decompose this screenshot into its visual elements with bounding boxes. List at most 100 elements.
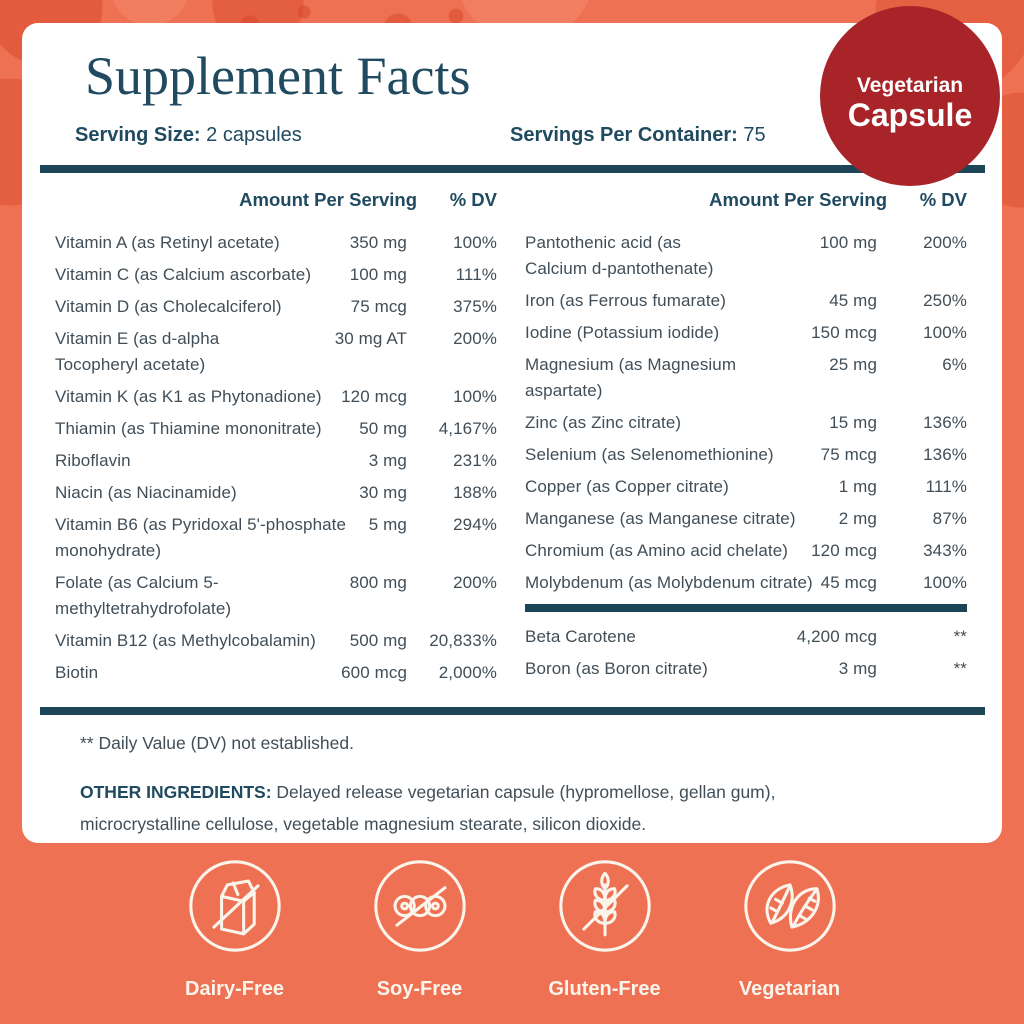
nutrient-amount: 3 mg xyxy=(838,659,877,678)
page-title: Supplement Facts xyxy=(85,46,471,106)
free-from-label: Soy-Free xyxy=(376,978,463,1000)
nutrient-amount: 50 mg xyxy=(359,419,407,438)
free-from-label: Vegetarian xyxy=(738,978,841,1000)
table-row: Molybdenum (as Molybdenum citrate) 45 mcg… xyxy=(525,570,967,596)
nutrient-amount: 30 mg AT xyxy=(334,329,407,348)
nutrient-name: Zinc (as Zinc citrate) xyxy=(525,413,682,432)
nutrient-amount: 150 mcg xyxy=(811,323,877,342)
divider-bar xyxy=(525,604,967,612)
table-row: Beta Carotene 4,200 mcg ** xyxy=(525,624,967,650)
nutrient-name: Vitamin D (as Cholecalciferol) xyxy=(55,297,282,316)
table-row: Pantothenic acid (as Calcium d-pantothen… xyxy=(525,230,967,282)
nutrient-dv: ** xyxy=(953,659,967,678)
nutrient-amount: 3 mg xyxy=(368,451,407,470)
nutrient-amount: 75 mcg xyxy=(820,445,877,464)
badge-line1: Vegetarian xyxy=(856,74,964,97)
supplement-facts-card: Supplement Facts Serving Size: 2 capsule… xyxy=(22,23,1002,843)
table-header: Amount Per Serving % DV Amount Per Servi… xyxy=(55,189,967,213)
soy-free-icon xyxy=(373,860,466,952)
nutrient-dv: 136% xyxy=(923,445,967,464)
nutrient-name: Selenium (as Selenomethionine) xyxy=(525,445,774,464)
nutrient-dv: 250% xyxy=(923,291,967,310)
bottom-divider-bar xyxy=(40,707,985,715)
nutrient-name: Vitamin E (as d-alpha Tocopheryl acetate… xyxy=(55,329,220,374)
nutrient-name: Iodine (Potassium iodide) xyxy=(525,323,720,342)
nutrient-name: Vitamin B12 (as Methylcobalamin) xyxy=(55,631,316,650)
other-ingredients-text: Delayed release vegetarian capsule (hypr… xyxy=(80,782,776,834)
nutrient-name: Riboflavin xyxy=(55,451,131,470)
table-header-right: Amount Per Serving % DV xyxy=(525,189,967,213)
nutrient-dv: 100% xyxy=(453,387,497,406)
percent-dv-header: % DV xyxy=(919,189,967,210)
nutrient-dv: ** xyxy=(953,627,967,646)
nutrient-amount: 1 mg xyxy=(838,477,877,496)
nutrient-amount: 45 mg xyxy=(829,291,877,310)
serving-size-value: 2 capsules xyxy=(206,124,302,146)
nutrient-name: Vitamin K (as K1 as Phytonadione) xyxy=(55,387,322,406)
table-row: Vitamin D (as Cholecalciferol) 75 mcg 375% xyxy=(55,294,497,320)
dv-note: ** Daily Value (DV) not established. xyxy=(80,733,354,753)
nutrient-amount: 5 mg xyxy=(368,515,407,534)
nutrient-name: Pantothenic acid (as Calcium d-pantothen… xyxy=(525,233,714,278)
nutrient-dv: 20,833% xyxy=(429,631,497,650)
table-row: Iodine (Potassium iodide) 150 mcg 100% xyxy=(525,320,967,346)
other-ingredients-label: OTHER INGREDIENTS: xyxy=(80,782,272,802)
amount-per-serving-header: Amount Per Serving xyxy=(239,189,417,210)
nutrient-amount: 100 mg xyxy=(349,265,407,284)
other-ingredients: OTHER INGREDIENTS: Delayed release veget… xyxy=(80,776,940,840)
percent-dv-header: % DV xyxy=(449,189,497,210)
table-row: Thiamin (as Thiamine mononitrate) 50 mg 4,… xyxy=(55,416,497,442)
free-from-label: Gluten-Free xyxy=(548,978,661,1000)
gluten-free-icon xyxy=(558,860,651,952)
table-row: Folate (as Calcium 5- methyltetrahydrofo… xyxy=(55,570,497,622)
nutrient-name: Vitamin A (as Retinyl acetate) xyxy=(55,233,280,252)
nutrient-amount: 350 mg xyxy=(349,233,407,252)
table-row: Vitamin B12 (as Methylcobalamin) 500 mg 20… xyxy=(55,628,497,654)
servings-per-container: Servings Per Container: 75 xyxy=(510,124,766,147)
table-row: Vitamin A (as Retinyl acetate) 350 mg 100% xyxy=(55,230,497,256)
table-row: Vitamin C (as Calcium ascorbate) 100 mg 11… xyxy=(55,262,497,288)
free-from-gluten: Gluten-Free xyxy=(512,858,697,1008)
nutrient-dv: 200% xyxy=(923,233,967,252)
nutrient-dv: 6% xyxy=(942,355,967,374)
amount-per-serving-header: Amount Per Serving xyxy=(709,189,887,210)
nutrient-name: Copper (as Copper citrate) xyxy=(525,477,729,496)
nutrient-name: Niacin (as Niacinamide) xyxy=(55,483,237,502)
table-row: Biotin 600 mcg 2,000% xyxy=(55,660,497,686)
nutrient-column-left: Vitamin A (as Retinyl acetate) 350 mg 100%… xyxy=(55,230,497,692)
nutrient-amount: 500 mg xyxy=(349,631,407,650)
nutrient-name: Iron (as Ferrous fumarate) xyxy=(525,291,726,310)
nutrient-dv: 111% xyxy=(925,477,967,496)
serving-info: Serving Size: 2 capsules Servings Per Co… xyxy=(55,124,967,152)
nutrient-name: Manganese (as Manganese citrate) xyxy=(525,509,796,528)
serving-size: Serving Size: 2 capsules xyxy=(75,124,302,147)
vegetarian-leaf-icon xyxy=(743,860,836,952)
nutrient-dv: 111% xyxy=(455,265,497,284)
table-row: Selenium (as Selenomethionine) 75 mcg 136% xyxy=(525,442,967,468)
nutrient-name: Molybdenum (as Molybdenum citrate) xyxy=(525,573,813,592)
nutrient-name: Beta Carotene xyxy=(525,627,636,646)
serving-size-label: Serving Size: xyxy=(75,124,201,146)
nutrient-dv: 188% xyxy=(453,483,497,502)
free-from-soy: Soy-Free xyxy=(327,858,512,1008)
nutrient-dv: 100% xyxy=(923,573,967,592)
nutrient-dv: 100% xyxy=(453,233,497,252)
nutrient-name: Biotin xyxy=(55,663,99,682)
nutrient-dv: 294% xyxy=(453,515,497,534)
servings-value: 75 xyxy=(743,124,766,146)
table-row: Riboflavin 3 mg 231% xyxy=(55,448,497,474)
servings-label: Servings Per Container: xyxy=(510,124,738,146)
table-row: Boron (as Boron citrate) 3 mg ** xyxy=(525,656,967,682)
dairy-free-icon xyxy=(188,860,281,952)
nutrient-amount: 75 mcg xyxy=(350,297,407,316)
nutrient-amount: 100 mg xyxy=(819,233,877,252)
nutrient-column-right: Pantothenic acid (as Calcium d-pantothen… xyxy=(525,230,967,688)
nutrient-amount: 30 mg xyxy=(359,483,407,502)
nutrient-dv: 100% xyxy=(923,323,967,342)
free-from-label: Dairy-Free xyxy=(185,978,284,1000)
nutrient-amount: 15 mg xyxy=(829,413,877,432)
table-row: Copper (as Copper citrate) 1 mg 111% xyxy=(525,474,967,500)
table-row: Vitamin K (as K1 as Phytonadione) 120 mcg… xyxy=(55,384,497,410)
free-from-vegetarian: Vegetarian xyxy=(697,858,882,1008)
